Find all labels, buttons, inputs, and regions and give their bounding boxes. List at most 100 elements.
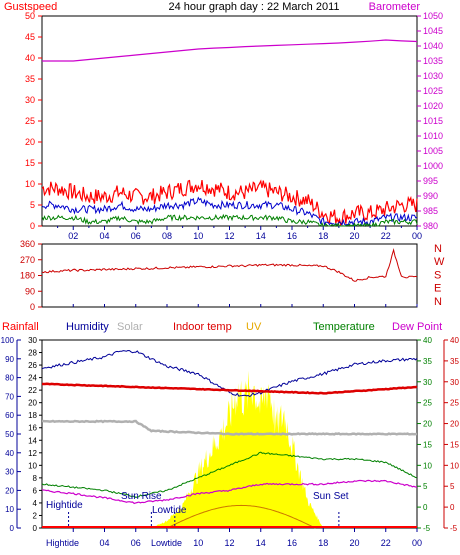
right-tick-label: -5 [450, 524, 458, 533]
solar-line [41, 419, 418, 436]
wind-series-2 [41, 213, 418, 228]
dir-tick-label: 0 [30, 302, 35, 312]
right-tick-label: 1050 [423, 11, 443, 21]
rain-tick-label: 50 [5, 430, 14, 439]
green-tick-label: 10 [423, 461, 432, 470]
x-tick-label: 02 [68, 231, 78, 241]
x-tick-label: 22 [381, 538, 391, 548]
direction-letter: W [434, 256, 445, 268]
right-tick-label: 1035 [423, 56, 443, 66]
uv-detail-line [166, 504, 316, 529]
rain-tick-label: 90 [5, 355, 14, 364]
temp-tick-label: 22 [28, 386, 37, 395]
right-tick-label: 1015 [423, 116, 443, 126]
rain-tick-label: 20 [5, 486, 14, 495]
x-tick-label: 08 [162, 231, 172, 241]
legend-temperature: Temperature [313, 321, 375, 333]
left-tick-label: 10 [25, 179, 35, 189]
right-tick-label: 1010 [423, 131, 443, 141]
left-tick-label: 5 [30, 200, 35, 210]
legend-uv: UV [246, 321, 262, 333]
temp-tick-label: 0 [33, 524, 38, 533]
lowtide-annotation: Lowtide [152, 505, 187, 516]
right-tick-label: 980 [423, 221, 438, 231]
right-tick-label: 1020 [423, 101, 443, 111]
barometer-line [42, 39, 418, 62]
x-tick-label: 18 [318, 538, 328, 548]
right-tick-label: 25 [450, 399, 459, 408]
dew-point-line [41, 479, 418, 505]
temp-tick-label: 4 [33, 499, 38, 508]
rain-tick-label: 30 [5, 468, 14, 477]
x-tick-label: 06 [131, 231, 141, 241]
right-tick-label: 1025 [423, 86, 443, 96]
temp-tick-label: 2 [33, 511, 38, 520]
direction-letter: N [434, 243, 442, 255]
temp-tick-label: 14 [28, 436, 37, 445]
legend-dew-point: Dew Point [392, 321, 442, 333]
green-tick-label: 20 [423, 420, 432, 429]
x-tick-label: 12 [224, 538, 234, 548]
x-tick-label: 16 [287, 231, 297, 241]
rain-tick-label: 0 [10, 524, 15, 533]
direction-letter: N [434, 296, 442, 308]
lowtide-axis-label: Lowtide [151, 538, 182, 548]
x-tick-label: 10 [193, 231, 203, 241]
left-tick-label: 45 [25, 32, 35, 42]
temp-tick-label: 18 [28, 411, 37, 420]
left-tick-label: 35 [25, 74, 35, 84]
barometer-label: Barometer [369, 1, 421, 13]
x-tick-label: 10 [193, 538, 203, 548]
left-tick-label: 15 [25, 158, 35, 168]
right-tick-label: 10 [450, 461, 459, 470]
right-tick-label: 5 [450, 482, 455, 491]
temp-tick-label: 8 [33, 474, 38, 483]
green-tick-label: 25 [423, 399, 432, 408]
sun-set-annotation: Sun Set [313, 491, 349, 502]
temp-tick-label: 10 [28, 461, 37, 470]
legend: Rainfall Humidity Solar Indoor temp UV T… [2, 321, 442, 333]
left-tick-label: 50 [25, 11, 35, 21]
right-tick-label: 40 [450, 336, 459, 345]
green-tick-label: 5 [423, 482, 428, 491]
right-tick-label: 15 [450, 440, 459, 449]
rain-tick-label: 60 [5, 411, 14, 420]
x-tick-label: 14 [256, 538, 266, 548]
green-tick-label: 35 [423, 357, 432, 366]
green-tick-label: 0 [423, 503, 428, 512]
x-tick-label: 16 [287, 538, 297, 548]
rain-tick-label: 100 [1, 336, 15, 345]
temp-tick-label: 30 [28, 336, 37, 345]
temp-tick-label: 28 [28, 349, 37, 358]
legend-solar: Solar [117, 321, 143, 333]
wind-series-1 [41, 196, 418, 227]
right-tick-label: 0 [450, 503, 455, 512]
sun-rise-annotation: Sun Rise [121, 491, 162, 502]
temp-tick-label: 16 [28, 424, 37, 433]
gustspeed-label: Gustspeed [4, 1, 57, 13]
right-tick-label: 20 [450, 420, 459, 429]
left-tick-label: 0 [30, 221, 35, 231]
rain-tick-label: 70 [5, 392, 14, 401]
legend-indoor-temp: Indoor temp [173, 321, 232, 333]
dir-tick-label: 180 [20, 271, 35, 281]
hightide-axis-label: Hightide [46, 538, 79, 548]
x-tick-label: 04 [99, 538, 109, 548]
dir-tick-label: 90 [25, 286, 35, 296]
direction-line [41, 248, 418, 282]
x-tick-label: 22 [381, 231, 391, 241]
right-tick-label: 995 [423, 176, 438, 186]
rain-tick-label: 10 [5, 505, 14, 514]
wind-series-0 [41, 179, 418, 227]
right-tick-label: 1005 [423, 146, 443, 156]
legend-rainfall: Rainfall [2, 321, 39, 333]
right-tick-label: 35 [450, 357, 459, 366]
temperature-line [41, 451, 418, 498]
temp-tick-label: 20 [28, 399, 37, 408]
humidity-line [41, 349, 418, 398]
green-tick-label: 15 [423, 440, 432, 449]
x-tick-label: 00 [412, 538, 422, 548]
x-tick-label: 04 [99, 231, 109, 241]
rain-tick-label: 80 [5, 374, 14, 383]
